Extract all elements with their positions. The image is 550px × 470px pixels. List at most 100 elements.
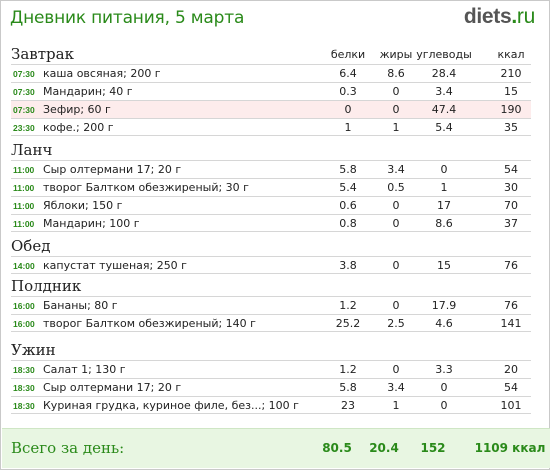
food-protein: 0.6 (339, 199, 357, 212)
food-carbs: 15 (437, 259, 451, 272)
meal-name: Завтрак (11, 45, 74, 63)
food-time: 18:30 (13, 383, 35, 393)
total-carbs: 152 (420, 441, 446, 455)
food-fat: 3.4 (387, 381, 405, 394)
food-row[interactable]: 14:00 капустат тушеная; 250 г 3.8 0 15 76 (11, 256, 531, 274)
food-list: 16:00 Бананы; 80 г 1.2 0 17.9 76 16:00 творог Б… (11, 296, 531, 332)
food-protein: 23 (341, 399, 355, 412)
page-title: Дневник питания, 5 марта (10, 8, 245, 28)
food-kcal: 76 (504, 299, 518, 312)
meal-header: Завтрак белки жиры углеводы ккал (11, 44, 531, 64)
food-time: 18:30 (13, 365, 35, 375)
food-carbs: 28.4 (431, 67, 457, 80)
food-fat: 0 (392, 259, 400, 272)
food-carbs: 0 (440, 163, 448, 176)
food-protein: 3.8 (339, 259, 357, 272)
meal-section: Завтрак белки жиры углеводы ккал 07:30 каша ов… (11, 44, 531, 136)
food-row[interactable]: 23:30 кофе.; 200 г 1 1 5.4 35 (11, 118, 531, 136)
food-name: творог Балтком обезжиреный; 140 г (43, 317, 256, 330)
food-kcal: 70 (504, 199, 518, 212)
total-fat: 20.4 (369, 441, 399, 455)
food-fat: 3.4 (387, 163, 405, 176)
food-carbs: 47.4 (431, 103, 457, 116)
food-protein: 5.4 (339, 181, 357, 194)
column-header-kcal: ккал (497, 48, 525, 61)
meal-header: Обед (11, 236, 531, 256)
food-protein: 0.3 (339, 85, 357, 98)
food-row[interactable]: 07:30 Мандарин; 40 г 0.3 0 3.4 15 (11, 82, 531, 100)
logo-main: diets (463, 5, 512, 28)
food-row[interactable]: 11:00 Сыр олтермани 17; 20 г 5.8 3.4 0 54 (11, 160, 531, 178)
food-name: Мандарин; 40 г (43, 85, 133, 98)
food-name: творог Балтком обезжиреный; 30 г (43, 181, 249, 194)
food-protein: 5.8 (339, 381, 357, 394)
food-protein: 25.2 (335, 317, 361, 330)
food-time: 11:00 (13, 165, 35, 175)
food-row[interactable]: 11:00 творог Балтком обезжиреный; 30 г 5.4… (11, 178, 531, 196)
food-time: 23:30 (13, 123, 35, 133)
total-protein: 80.5 (322, 441, 352, 455)
food-name: Салат 1; 130 г (43, 363, 126, 376)
food-list: 18:30 Салат 1; 130 г 1.2 0 3.3 20 18:30 Сыр олт… (11, 360, 531, 414)
food-kcal: 15 (504, 85, 518, 98)
food-kcal: 141 (500, 317, 522, 330)
food-carbs: 4.6 (435, 317, 453, 330)
food-time: 11:00 (13, 201, 35, 211)
column-header-fat: жиры (379, 48, 413, 61)
food-fat: 0.5 (387, 181, 405, 194)
food-kcal: 210 (500, 67, 522, 80)
food-name: Сыр олтермани 17; 20 г (43, 381, 182, 394)
food-list: 07:30 каша овсяная; 200 г 6.4 8.6 28.4 210 07:… (11, 64, 531, 136)
food-time: 16:00 (13, 301, 35, 311)
logo-tld: ru (516, 5, 535, 28)
food-kcal: 54 (504, 163, 518, 176)
column-header-protein: белки (330, 48, 366, 61)
food-carbs: 0 (440, 381, 448, 394)
food-fat: 0 (392, 299, 400, 312)
daily-total-bar: Всего за день: 80.5 20.4 152 1109 ккал (2, 428, 550, 468)
food-row[interactable]: 11:00 Яблоки; 150 г 0.6 0 17 70 (11, 196, 531, 214)
logo-dot: . (511, 5, 517, 28)
food-row[interactable]: 16:00 творог Балтком обезжиреный; 140 г 25… (11, 314, 531, 332)
column-header-carbs: углеводы (416, 48, 472, 61)
food-fat: 1 (392, 399, 400, 412)
total-label: Всего за день: (11, 439, 125, 457)
food-kcal: 20 (504, 363, 518, 376)
food-row[interactable]: 18:30 Салат 1; 130 г 1.2 0 3.3 20 (11, 360, 531, 378)
food-kcal: 54 (504, 381, 518, 394)
food-name: Бананы; 80 г (43, 299, 118, 312)
food-name: кофе.; 200 г (43, 121, 114, 134)
food-fat: 0 (392, 103, 400, 116)
food-kcal: 30 (504, 181, 518, 194)
food-protein: 5.8 (339, 163, 357, 176)
food-carbs: 8.6 (435, 217, 453, 230)
food-carbs: 17 (437, 199, 451, 212)
food-carbs: 3.4 (435, 85, 453, 98)
food-time: 07:30 (13, 69, 35, 79)
meal-header: Полдник (11, 276, 531, 296)
food-kcal: 76 (504, 259, 518, 272)
food-carbs: 0 (440, 399, 448, 412)
food-name: капустат тушеная; 250 г (43, 259, 187, 272)
food-row[interactable]: 07:30 Зефир; 60 г 0 0 47.4 190 (11, 100, 531, 118)
food-time: 07:30 (13, 105, 35, 115)
site-logo[interactable]: diets.ru (464, 5, 535, 29)
food-row[interactable]: 16:00 Бананы; 80 г 1.2 0 17.9 76 (11, 296, 531, 314)
food-row[interactable]: 18:30 Сыр олтермани 17; 20 г 5.8 3.4 0 54 (11, 378, 531, 396)
food-row[interactable]: 07:30 каша овсяная; 200 г 6.4 8.6 28.4 210 (11, 64, 531, 82)
food-kcal: 190 (500, 103, 522, 116)
food-fat: 0 (392, 363, 400, 376)
meal-header: Ужин (11, 340, 531, 360)
food-time: 11:00 (13, 183, 35, 193)
header: Дневник питания, 5 марта diets.ru (1, 1, 549, 39)
food-time: 07:30 (13, 87, 35, 97)
food-name: Мандарин; 100 г (43, 217, 140, 230)
food-list: 11:00 Сыр олтермани 17; 20 г 5.8 3.4 0 54 11:0… (11, 160, 531, 232)
food-time: 18:30 (13, 401, 35, 411)
food-row[interactable]: 18:30 Куриная грудка, куриное филе, без..… (11, 396, 531, 414)
meal-section: Ужин 18:30 Салат 1; 130 г 1.2 0 3.3 20 18:30 Сыр… (11, 340, 531, 414)
food-row[interactable]: 11:00 Мандарин; 100 г 0.8 0 8.6 37 (11, 214, 531, 232)
food-name: Яблоки; 150 г (43, 199, 123, 212)
food-fat: 0 (392, 217, 400, 230)
food-protein: 1 (344, 121, 352, 134)
